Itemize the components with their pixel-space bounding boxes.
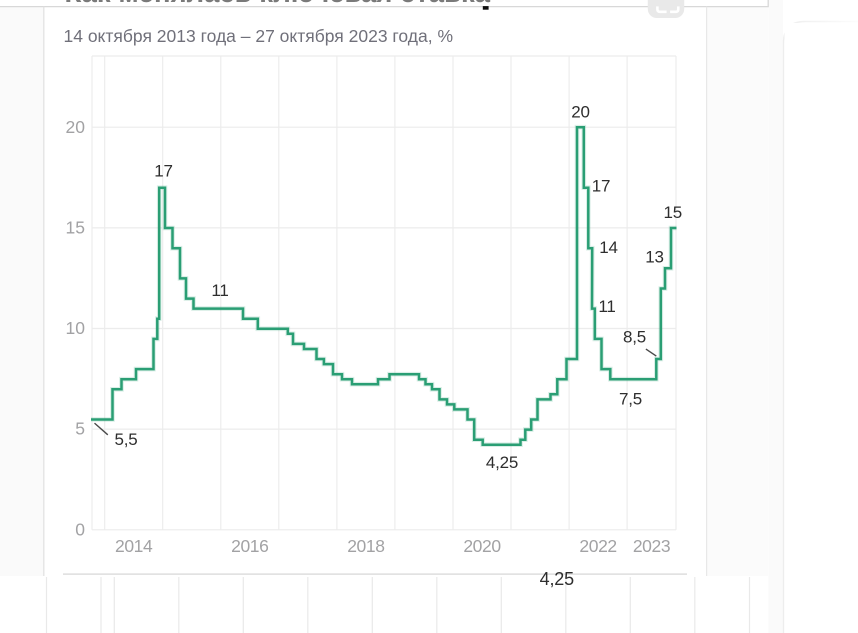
svg-text:2022: 2022 — [579, 536, 616, 556]
svg-text:14: 14 — [599, 238, 618, 257]
svg-text:4,25: 4,25 — [540, 569, 574, 589]
svg-text:13: 13 — [645, 248, 664, 267]
svg-text:14 октября 2013 года – 27 октя: 14 октября 2013 года – 27 октября 2023 г… — [64, 26, 454, 46]
svg-text:20: 20 — [571, 103, 590, 122]
svg-text:17: 17 — [154, 162, 173, 181]
svg-text:Как менялась ключевая ставка: Как менялась ключевая ставка — [65, 0, 491, 8]
svg-text:2018: 2018 — [347, 536, 384, 556]
svg-text:17: 17 — [592, 177, 611, 196]
svg-text:2020: 2020 — [463, 536, 501, 556]
svg-text:5,5: 5,5 — [114, 430, 137, 449]
svg-text:2014: 2014 — [115, 536, 153, 556]
svg-text:20: 20 — [66, 117, 86, 137]
svg-text:11: 11 — [211, 281, 228, 300]
svg-text:15: 15 — [663, 203, 682, 222]
svg-text:2023: 2023 — [633, 536, 670, 556]
svg-text:5: 5 — [75, 419, 85, 439]
svg-text:7,5: 7,5 — [619, 390, 642, 409]
svg-text:8,5: 8,5 — [623, 328, 646, 347]
svg-text:10: 10 — [66, 318, 86, 338]
svg-text:2016: 2016 — [231, 536, 268, 556]
svg-text:0: 0 — [75, 519, 85, 539]
svg-text:11: 11 — [598, 297, 615, 316]
svg-text:15: 15 — [66, 218, 85, 238]
svg-text:4,25: 4,25 — [486, 453, 518, 472]
